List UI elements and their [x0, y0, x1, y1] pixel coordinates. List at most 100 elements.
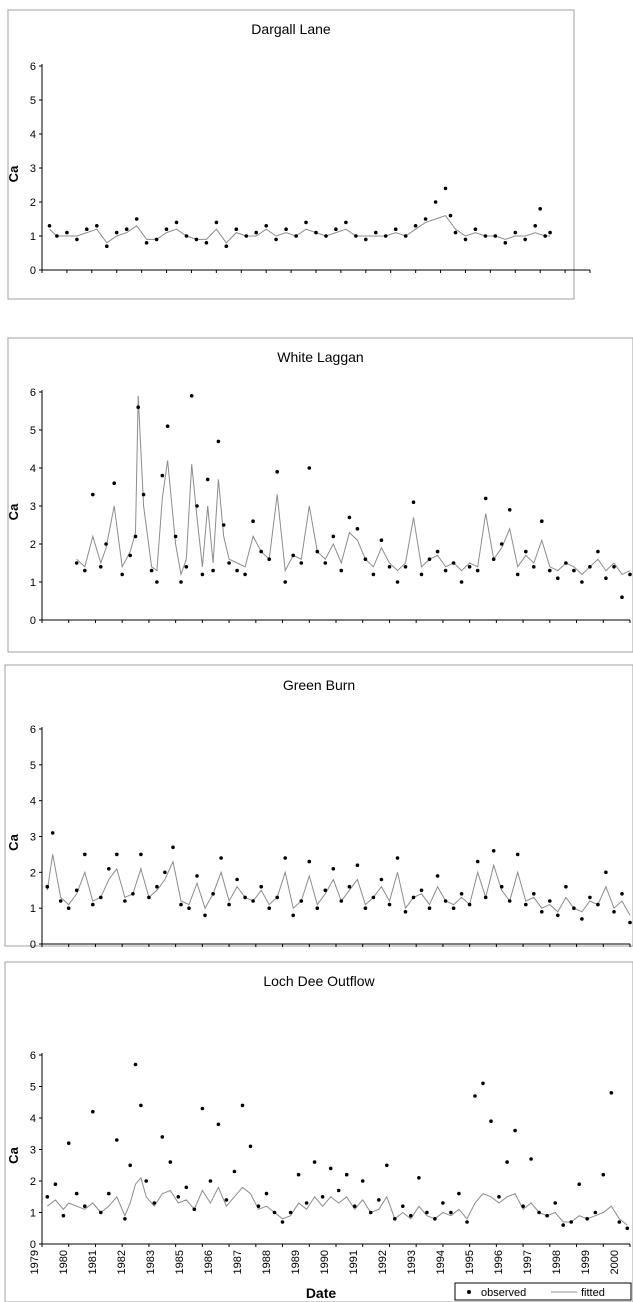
observed-point [473, 227, 478, 231]
observed-point [513, 230, 518, 235]
observed-point [435, 874, 440, 878]
x-tick-label: 1983 [145, 1250, 157, 1274]
observed-point [448, 213, 453, 218]
observed-point [187, 906, 191, 910]
chart-panel-2: Green Burn 0 1 2 3 4 5 6 Ca [4, 664, 633, 951]
y-tick-label: 4 [30, 463, 36, 475]
observed-point [593, 1210, 598, 1215]
chart-title: Dargall Lane [251, 21, 331, 37]
observed-point [120, 572, 124, 577]
observed-point [499, 884, 504, 889]
observed-point [347, 884, 352, 889]
observed-point [513, 1128, 517, 1133]
y-tick-label: 4 [30, 1113, 36, 1125]
y-tick-label: 0 [30, 1239, 36, 1251]
observed-point [307, 466, 312, 470]
legend-box [454, 1282, 632, 1301]
observed-point [136, 405, 140, 410]
observed-point [499, 542, 504, 546]
observed-point [435, 549, 440, 554]
observed-point [128, 553, 132, 558]
observed-point [195, 504, 199, 508]
observed-point [66, 906, 71, 910]
observed-point [334, 227, 338, 231]
observed-point [443, 186, 448, 191]
observed-point [58, 899, 63, 903]
observed-point [419, 888, 424, 893]
observed-point [585, 1217, 589, 1221]
observed-point [524, 549, 528, 554]
observed-point [379, 877, 384, 882]
observed-point [133, 1062, 138, 1067]
observed-point [320, 1195, 325, 1199]
observed-point [540, 519, 544, 523]
x-tick-label: 1987 [232, 1250, 244, 1274]
observed-point [251, 519, 255, 523]
y-axis-label: Ca [6, 1146, 21, 1163]
x-axis-label: Date [306, 1285, 337, 1301]
observed-point [489, 1119, 493, 1123]
observed-point [204, 241, 209, 245]
legend-observed-label: observed [481, 1287, 526, 1299]
observed-point [194, 237, 199, 242]
observed-point [403, 565, 408, 569]
observed-point [275, 470, 280, 474]
chart-title: White Laggan [277, 349, 363, 365]
panel-frame [7, 337, 633, 653]
y-tick-label: 0 [30, 265, 36, 277]
x-tick-label: 2000 [609, 1250, 621, 1274]
observed-point [532, 892, 536, 896]
observed-point [540, 910, 544, 914]
fitted-series-line [49, 215, 551, 244]
x-tick-label: 1979 [29, 1250, 41, 1274]
x-tick-label: 1982 [116, 1250, 128, 1274]
observed-point [433, 200, 438, 204]
observed-point [304, 220, 308, 225]
observed-point [457, 1191, 461, 1196]
observed-point [275, 895, 280, 900]
observed-point [256, 1204, 261, 1208]
x-tick-label: 1991 [348, 1250, 360, 1274]
observed-point [352, 1204, 357, 1208]
y-tick-label: 3 [30, 163, 36, 175]
observed-point [596, 902, 600, 907]
observed-point [83, 568, 87, 573]
observed-point [561, 1223, 565, 1227]
observed-point [628, 920, 632, 925]
x-tick-label: 1996 [493, 1250, 505, 1274]
y-tick-label: 2 [30, 539, 36, 551]
observed-point [74, 1191, 79, 1196]
observed-point [463, 237, 468, 242]
observed-point [363, 906, 368, 910]
observed-point [580, 580, 584, 584]
observed-point [423, 217, 428, 221]
observed-point [601, 1172, 606, 1177]
x-tick-label: 1992 [377, 1250, 389, 1274]
fitted-series-line [46, 1176, 628, 1226]
y-tick-label: 2 [30, 867, 36, 879]
observed-point [227, 902, 231, 907]
observed-point [368, 1210, 373, 1215]
observed-point [123, 899, 127, 903]
observed-point [291, 553, 296, 558]
panel-frame [4, 664, 633, 947]
observed-point [467, 902, 472, 907]
observed-point [577, 1182, 581, 1186]
x-tick-label: 1980 [58, 1250, 70, 1274]
observed-point [533, 224, 537, 228]
chart-panel-1: White Laggan 0 1 2 3 4 5 6 Ca [6, 337, 633, 653]
observed-point [203, 913, 207, 918]
observed-point [124, 227, 129, 231]
observed-point [171, 845, 175, 850]
observed-point [387, 565, 392, 569]
observed-point [483, 895, 488, 900]
observed-point [155, 884, 159, 889]
observed-point [425, 1210, 429, 1215]
observed-point [232, 1169, 237, 1174]
observed-point [604, 870, 608, 875]
observed-point [564, 884, 568, 889]
observed-point [154, 237, 159, 242]
x-tick-label: 1993 [406, 1250, 418, 1274]
observed-point [165, 424, 170, 429]
observed-point [173, 534, 178, 539]
